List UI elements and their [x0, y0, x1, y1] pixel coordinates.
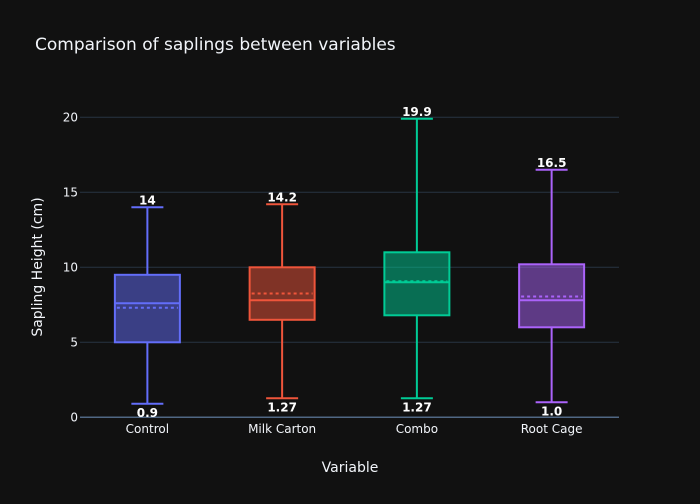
- box-combo: [383, 117, 451, 400]
- x-tick-label: Milk Carton: [248, 422, 316, 436]
- min-label: 1.27: [402, 400, 432, 414]
- box-root-cage: [518, 168, 586, 404]
- x-tick-label: Root Cage: [521, 422, 583, 436]
- y-tick-label: 15: [63, 185, 78, 199]
- max-label: 14: [139, 193, 156, 207]
- box-milk-carton: [248, 203, 316, 400]
- y-axis-label: Sapling Height (cm): [30, 197, 46, 336]
- x-tick-label: Control: [126, 422, 169, 436]
- iqr-box: [383, 251, 451, 317]
- x-tick-label: Combo: [396, 422, 438, 436]
- box-control: [113, 206, 181, 405]
- iqr-box: [113, 273, 181, 344]
- chart-title: Comparison of saplings between variables: [35, 35, 396, 55]
- min-label: 1.0: [541, 404, 562, 418]
- y-tick-label: 0: [70, 410, 78, 424]
- max-label: 14.2: [267, 190, 297, 204]
- max-label: 19.9: [402, 105, 432, 119]
- x-axis-label: Variable: [322, 460, 379, 476]
- y-tick-label: 20: [63, 110, 78, 124]
- min-label: 1.27: [267, 400, 297, 414]
- y-tick-label: 10: [63, 260, 78, 274]
- y-tick-label: 5: [70, 335, 78, 349]
- max-label: 16.5: [537, 156, 567, 170]
- min-label: 0.9: [137, 406, 158, 420]
